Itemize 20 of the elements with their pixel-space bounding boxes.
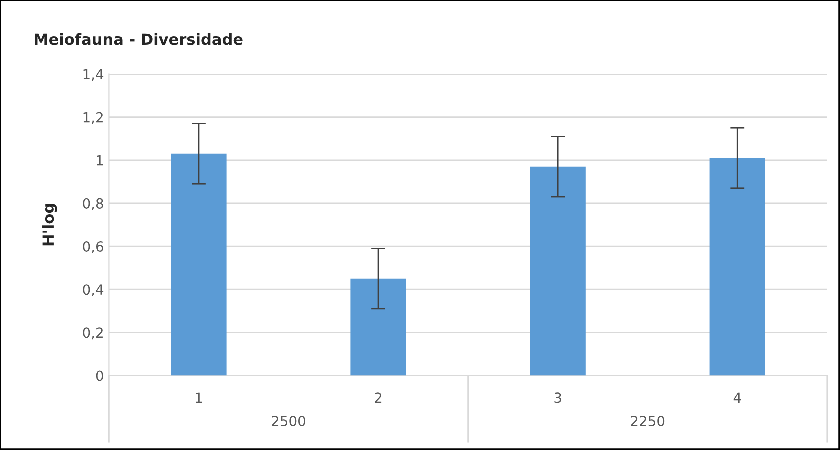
y-axis-title: H'log (42, 204, 58, 246)
text: 2500 (272, 416, 306, 427)
y-tick-label: 0,4 (83, 284, 104, 296)
bar (350, 278, 406, 376)
x-tick-label: 1 (196, 392, 202, 403)
bar (530, 166, 586, 376)
y-tick-label: 0 (96, 370, 104, 382)
bar (710, 158, 766, 376)
x-tick-label: 3 (554, 392, 562, 404)
y-tick-label: 1,2 (84, 112, 103, 124)
y-tick-label: 0,8 (83, 198, 104, 210)
y-tick-label: 1 (97, 156, 104, 166)
y-tick-label: 1,4 (84, 69, 104, 82)
bar (171, 154, 227, 376)
y-tick-label: 0,2 (83, 328, 103, 340)
y-tick-label: 0,6 (83, 242, 104, 254)
chart-title: Meiofauna - Diversidade (35, 33, 243, 46)
text: 2250 (631, 416, 665, 427)
x-tick-label: 4 (734, 392, 742, 403)
x-tick-label: 2 (375, 392, 382, 403)
